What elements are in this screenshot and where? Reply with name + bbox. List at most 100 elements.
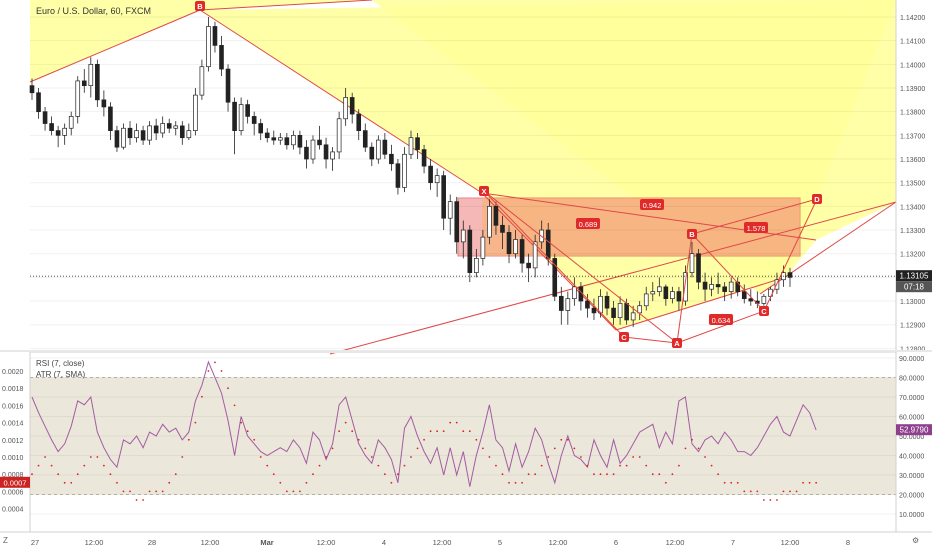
candles bbox=[29, 17, 793, 328]
indicator-left-axis-bg bbox=[0, 352, 30, 532]
candle-body bbox=[343, 97, 348, 120]
atr-point bbox=[481, 447, 484, 450]
candle-body bbox=[362, 130, 368, 148]
pattern-point-label: C bbox=[621, 333, 627, 342]
pane-separator[interactable] bbox=[0, 350, 932, 353]
atr-legend[interactable]: ATR (7, SMA) bbox=[36, 370, 86, 379]
atr-point bbox=[187, 438, 190, 441]
candle-body bbox=[519, 239, 525, 264]
price-tick-label: 1.13600 bbox=[900, 157, 925, 164]
ratio-badge[interactable] bbox=[709, 314, 733, 325]
ratio-badge[interactable] bbox=[640, 199, 664, 210]
atr-point bbox=[57, 473, 60, 476]
pattern-point-marker[interactable] bbox=[619, 332, 629, 342]
candle-body bbox=[460, 229, 466, 243]
price-axis-background bbox=[896, 0, 932, 350]
timezone-icon[interactable]: Z bbox=[3, 536, 8, 545]
atr-point bbox=[135, 499, 138, 501]
candle-body bbox=[572, 286, 577, 300]
ratio-badge[interactable] bbox=[744, 222, 768, 233]
ratio-badge[interactable] bbox=[576, 218, 600, 229]
atr-point bbox=[743, 490, 746, 493]
candle-body bbox=[127, 127, 133, 139]
candle-body bbox=[323, 144, 329, 160]
candle-body bbox=[741, 291, 747, 300]
atr-point bbox=[200, 395, 203, 398]
ratio-label: 0.689 bbox=[579, 220, 598, 229]
rsi-tick-label: 70.0000 bbox=[899, 395, 924, 402]
rsi-tick-label: 40.0000 bbox=[899, 454, 924, 461]
candle-body bbox=[624, 303, 629, 321]
candle-body bbox=[565, 298, 571, 311]
rsi-line bbox=[31, 360, 817, 487]
candle-body bbox=[487, 206, 492, 238]
pattern-point-label: B bbox=[689, 230, 695, 239]
candle-body bbox=[173, 125, 179, 129]
candle-body bbox=[166, 123, 172, 129]
time-tick-label: 12:00 bbox=[317, 538, 336, 547]
atr-point bbox=[566, 438, 569, 441]
candle-body bbox=[238, 104, 244, 131]
atr-point bbox=[534, 473, 537, 476]
rsi-legend[interactable]: RSI (7, close) bbox=[36, 359, 85, 368]
atr-point bbox=[612, 473, 615, 476]
candle-body bbox=[604, 295, 610, 309]
fan-line bbox=[199, 0, 373, 11]
candle-body bbox=[585, 300, 590, 309]
atr-point bbox=[691, 438, 693, 441]
atr-point bbox=[383, 473, 386, 476]
atr-point bbox=[285, 490, 288, 493]
ratio-label: 0.634 bbox=[712, 316, 731, 325]
pattern-point-marker[interactable] bbox=[195, 1, 205, 11]
atr-point bbox=[63, 481, 66, 484]
pattern-point-marker[interactable] bbox=[759, 306, 769, 316]
candle-body bbox=[447, 201, 453, 219]
ratio-label: 1.578 bbox=[747, 224, 766, 233]
candle-body bbox=[62, 127, 67, 136]
price-tick-label: 1.12800 bbox=[900, 346, 925, 353]
settings-icon[interactable]: ⚙ bbox=[912, 536, 919, 545]
current-price-value: 1.13105 bbox=[900, 272, 929, 281]
time-tick-label: 27 bbox=[31, 538, 39, 547]
candle-body bbox=[408, 137, 414, 155]
atr-point bbox=[76, 473, 79, 476]
chart-title: Euro / U.S. Dollar, 60, FXCM bbox=[36, 6, 151, 16]
atr-tick-label: 0.0010 bbox=[2, 455, 24, 462]
candle-body bbox=[310, 139, 316, 160]
candle-body bbox=[526, 262, 531, 269]
time-tick-label: 28 bbox=[148, 538, 156, 547]
time-tick-label: 8 bbox=[846, 538, 850, 547]
time-tick-label: 4 bbox=[382, 538, 386, 547]
pattern-point-marker[interactable] bbox=[479, 186, 489, 196]
atr-point bbox=[586, 464, 589, 467]
atr-point bbox=[266, 464, 269, 467]
candle-body bbox=[330, 151, 335, 160]
atr-tick-label: 0.0014 bbox=[2, 421, 24, 428]
candle-body bbox=[709, 284, 714, 290]
candle-body bbox=[735, 281, 741, 292]
rsi-band bbox=[30, 377, 896, 495]
rsi-tick-label: 80.0000 bbox=[899, 376, 924, 383]
candle-body bbox=[251, 116, 257, 124]
atr-point bbox=[44, 456, 46, 458]
pattern-point-label: C bbox=[761, 307, 767, 316]
candle-body bbox=[193, 94, 198, 131]
atr-point bbox=[357, 438, 360, 441]
atr-point bbox=[174, 473, 177, 476]
harmonic-pattern: B X C A B C D 0.689 0.942 1.578 0.634 bbox=[195, 1, 822, 348]
indicator-grid bbox=[30, 357, 896, 515]
atr-point bbox=[730, 481, 733, 484]
candle-body bbox=[532, 241, 538, 269]
atr-point bbox=[488, 456, 491, 458]
pattern-point-marker[interactable] bbox=[687, 229, 697, 239]
pattern-point-marker[interactable] bbox=[812, 194, 822, 204]
time-tick-label: 12:00 bbox=[666, 538, 685, 547]
atr-point bbox=[31, 473, 33, 476]
candle-body bbox=[36, 92, 41, 113]
atr-point bbox=[227, 387, 229, 390]
pattern-point-marker[interactable] bbox=[672, 338, 682, 348]
atr-point bbox=[475, 438, 478, 441]
candle-body bbox=[55, 130, 61, 136]
